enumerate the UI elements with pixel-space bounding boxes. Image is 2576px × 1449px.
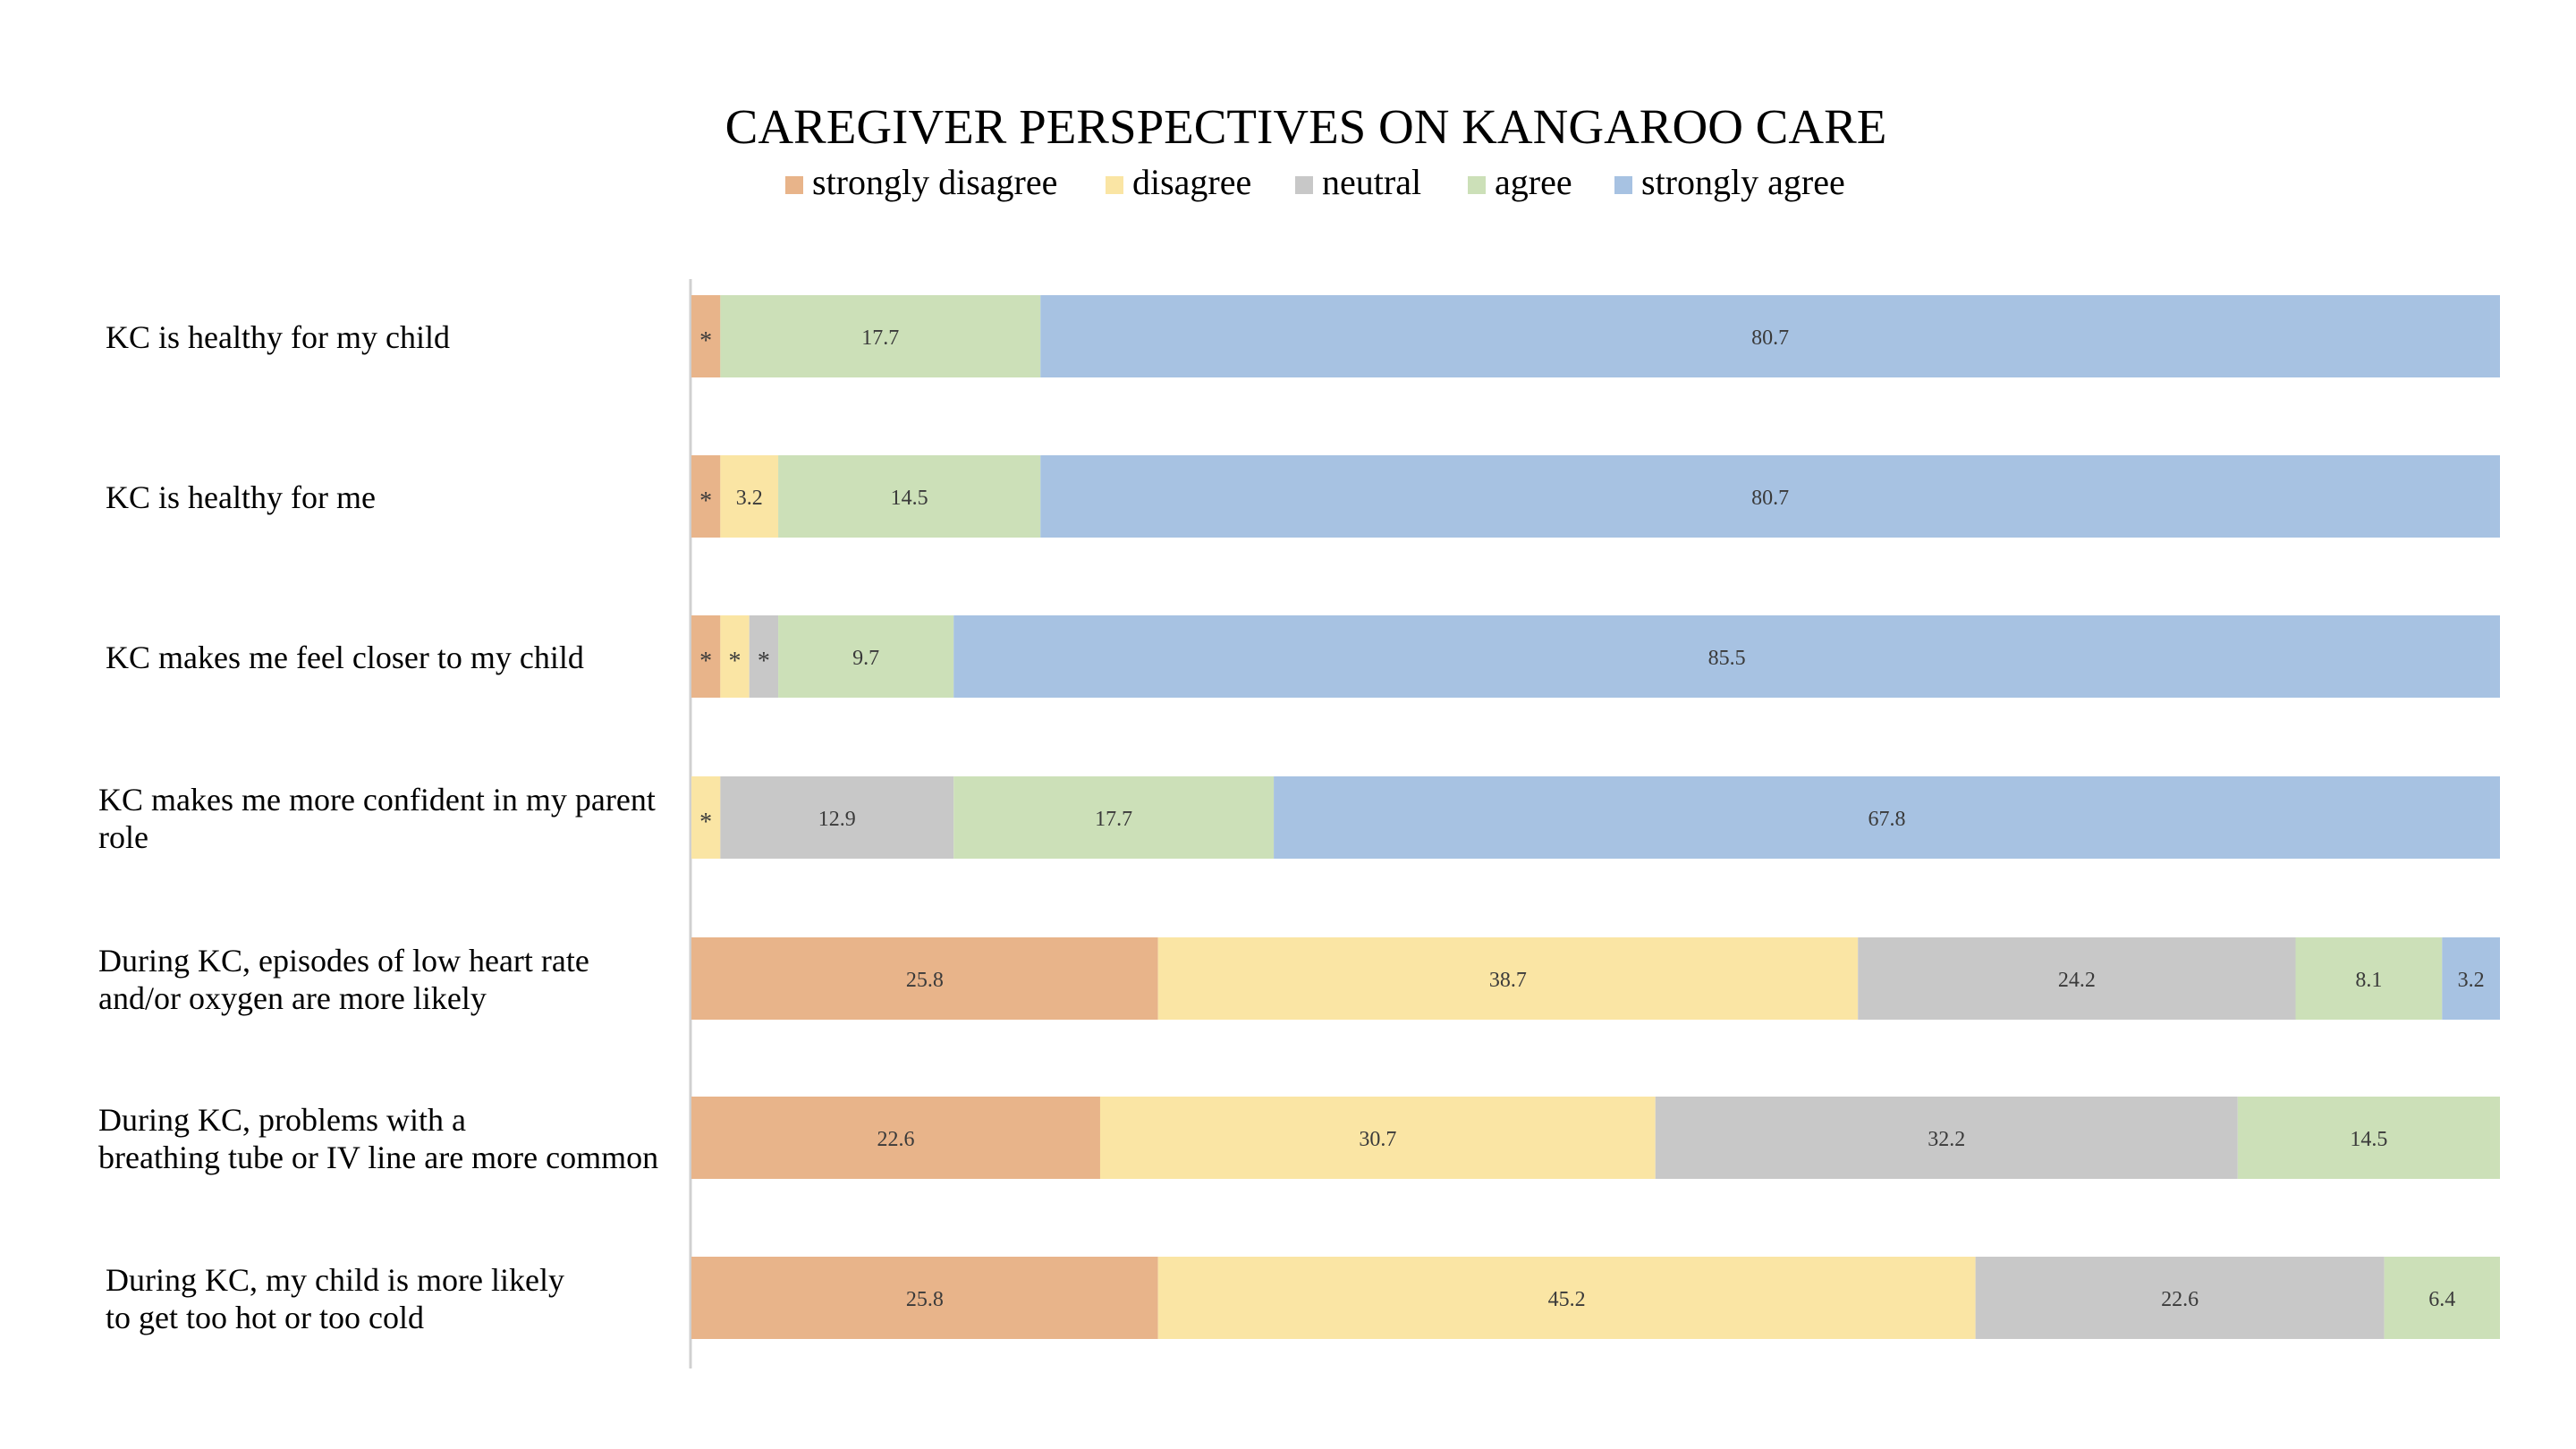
category-label: KC is healthy for me <box>106 479 376 515</box>
data-label: 30.7 <box>1359 1128 1396 1151</box>
data-label: * <box>699 648 712 675</box>
data-label: 3.2 <box>736 487 763 510</box>
bar-segment-strongly-disagree <box>691 937 1158 1020</box>
legend-swatch-neutral <box>1295 176 1313 194</box>
data-label: 9.7 <box>852 647 879 670</box>
bar-segment-strongly-agree <box>953 615 2500 698</box>
bar-segment-strongly-disagree <box>691 455 721 538</box>
bar-segment-strongly-agree <box>1040 455 2500 538</box>
bar-segment-neutral <box>1858 937 2296 1020</box>
category-label-line: KC is healthy for my child <box>106 319 450 355</box>
bar-segment-strongly-disagree <box>691 1257 1158 1339</box>
bar-segment-agree <box>778 455 1041 538</box>
data-label: * <box>758 648 770 675</box>
legend-swatch-strongly-agree <box>1614 176 1632 194</box>
category-label: During KC, episodes of low heart rate and… <box>98 943 589 1016</box>
legend-swatch-strongly-disagree <box>785 176 803 194</box>
bar-segment-strongly-agree <box>1274 776 2500 859</box>
category-label-line: KC makes me more confident in my parent <box>98 782 656 818</box>
legend-label-disagree: disagree <box>1132 162 1251 202</box>
data-label: 24.2 <box>2058 969 2096 992</box>
bar-segment-agree <box>2237 1097 2500 1179</box>
bar-segment-agree <box>778 615 954 698</box>
data-label: * <box>729 648 741 675</box>
legend-label-agree: agree <box>1495 162 1572 202</box>
data-label: 17.7 <box>861 326 899 350</box>
legend-label-strongly-disagree: strongly disagree <box>812 162 1057 202</box>
bar-segment-neutral <box>1655 1097 2238 1179</box>
data-label: 17.7 <box>1095 808 1132 831</box>
legend-swatch-disagree <box>1106 176 1123 194</box>
data-label: * <box>699 327 712 355</box>
data-label: 25.8 <box>906 969 944 992</box>
data-label: 14.5 <box>891 487 928 510</box>
category-label: KC is healthy for my child <box>106 319 450 355</box>
data-label: 85.5 <box>1708 647 1746 670</box>
bar-segment-strongly-disagree <box>691 1097 1100 1179</box>
bar-segment-agree <box>953 776 1275 859</box>
legend-label-neutral: neutral <box>1322 162 1421 202</box>
data-label: 38.7 <box>1489 969 1527 992</box>
bar-segment-strongly-agree <box>1040 295 2500 377</box>
data-label: 8.1 <box>2355 969 2382 992</box>
bar-segment-disagree <box>691 776 721 859</box>
data-label: 3.2 <box>2458 969 2485 992</box>
category-label: During KC, my child is more likely to get… <box>106 1262 564 1335</box>
bar-segment-agree <box>2384 1257 2500 1339</box>
data-label: 80.7 <box>1751 487 1789 510</box>
bar-segment-disagree <box>720 455 779 538</box>
category-label-line: and/or oxygen are more likely <box>98 980 487 1016</box>
category-label-line: KC is healthy for me <box>106 479 376 515</box>
data-label: 32.2 <box>1928 1128 1965 1151</box>
data-label: 22.6 <box>2161 1288 2199 1311</box>
category-label: KC makes me feel closer to my child <box>106 640 584 675</box>
chart-title: CAREGIVER PERSPECTIVES ON KANGAROO CARE <box>725 99 1887 154</box>
data-label: 6.4 <box>2428 1288 2455 1311</box>
bar-segment-neutral <box>720 776 954 859</box>
category-labels: KC is healthy for my child KC is healthy … <box>98 319 658 1335</box>
data-label: 22.6 <box>877 1128 914 1151</box>
bar-segment-strongly-agree <box>2442 937 2500 1020</box>
data-label: * <box>699 487 712 515</box>
bar-segment-neutral <box>749 615 779 698</box>
bar-segment-agree <box>720 295 1041 377</box>
category-label-line: to get too hot or too cold <box>106 1300 424 1335</box>
category-label: During KC, problems with a breathing tube… <box>98 1102 658 1175</box>
legend: strongly disagree disagree neutral agree str… <box>785 162 1845 202</box>
data-label: 25.8 <box>906 1288 944 1311</box>
category-label-line: During KC, my child is more likely <box>106 1262 564 1298</box>
legend-swatch-agree <box>1468 176 1486 194</box>
bars: * 17.7 80.7 * 3.2 14.5 80.7 * * * 9.7 85.5 * 12.9 17.7… <box>691 295 2500 1339</box>
category-label-line: During KC, problems with a <box>98 1102 466 1138</box>
bar-segment-neutral <box>1975 1257 2385 1339</box>
category-label-line: role <box>98 819 148 855</box>
category-label-line: During KC, episodes of low heart rate <box>98 943 589 979</box>
data-label: 45.2 <box>1548 1288 1586 1311</box>
bar-segment-disagree <box>720 615 750 698</box>
category-label-line: KC makes me feel closer to my child <box>106 640 584 675</box>
bar-segment-disagree <box>1157 1257 1976 1339</box>
category-label-line: breathing tube or IV line are more commo… <box>98 1140 658 1175</box>
data-label: * <box>699 809 712 836</box>
data-label: 14.5 <box>2350 1128 2387 1151</box>
data-label: 12.9 <box>818 808 856 831</box>
data-label: 80.7 <box>1751 326 1789 350</box>
legend-label-strongly-agree: strongly agree <box>1641 162 1845 202</box>
bar-segment-strongly-disagree <box>691 295 721 377</box>
bar-segment-agree <box>2295 937 2443 1020</box>
data-label: 67.8 <box>1868 808 1906 831</box>
category-label: KC makes me more confident in my parent r… <box>98 782 656 855</box>
bar-segment-strongly-disagree <box>691 615 721 698</box>
bar-segment-disagree <box>1157 937 1859 1020</box>
bar-segment-disagree <box>1099 1097 1656 1179</box>
